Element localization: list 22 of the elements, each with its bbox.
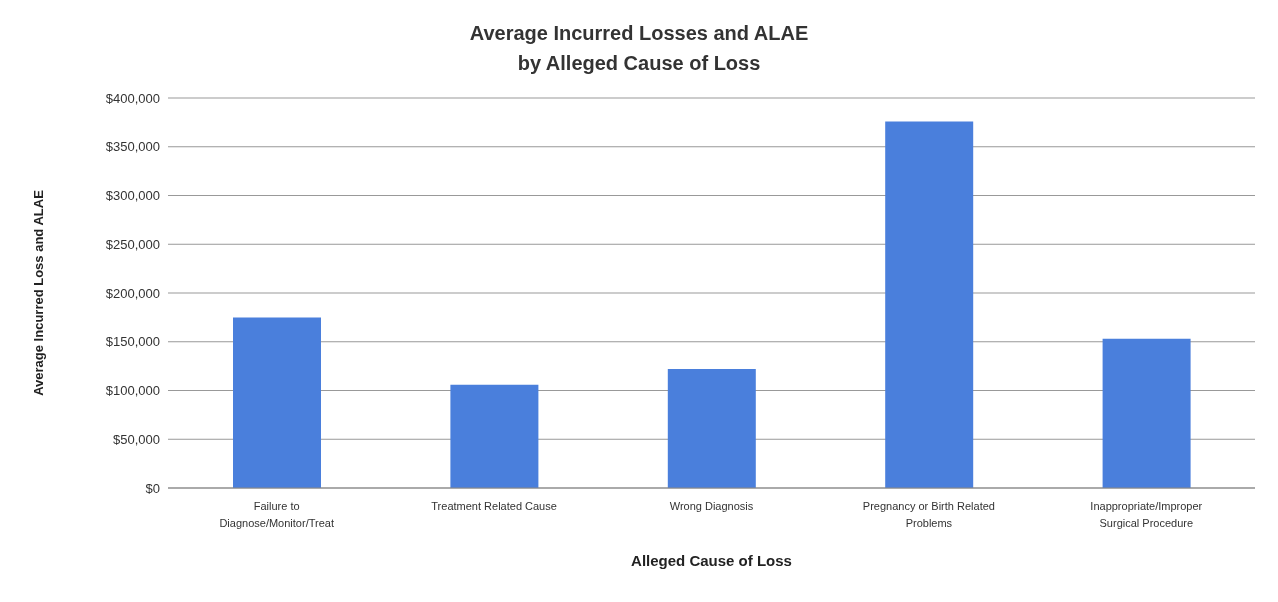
y-tick-label: $100,000	[105, 383, 160, 399]
chart-title: Average Incurred Losses and ALAE by Alleged Cause of Loss	[468, 21, 810, 76]
y-tick-label: $50,000	[113, 431, 160, 447]
y-tick-label: $300,000	[105, 188, 160, 204]
bar	[885, 121, 974, 488]
x-tick-label: Failure to Diagnose/Monitor/Treat	[219, 500, 334, 529]
y-tick-label: $400,000	[105, 90, 160, 106]
y-tick-label: $0	[145, 480, 160, 496]
y-tick-label: $350,000	[105, 139, 160, 155]
y-tick-label: $250,000	[105, 236, 160, 252]
bar	[1102, 338, 1191, 488]
x-tick-label: Pregnancy or Birth Related Problems	[862, 500, 995, 529]
x-axis-title: Alleged Cause of Loss	[631, 552, 792, 569]
x-tick-label: Wrong Diagnosis	[669, 500, 754, 512]
y-axis-title: Average Incurred Loss and ALAE	[30, 189, 46, 396]
x-tick-label: Inappropriate/Improper Surgical Procedure	[1090, 500, 1203, 529]
x-tick-label: Treatment Related Cause	[431, 500, 557, 512]
y-tick-label: $200,000	[105, 285, 160, 301]
y-tick-label: $150,000	[105, 334, 160, 350]
bar	[667, 369, 756, 488]
bar	[233, 317, 321, 488]
bar	[450, 384, 539, 488]
